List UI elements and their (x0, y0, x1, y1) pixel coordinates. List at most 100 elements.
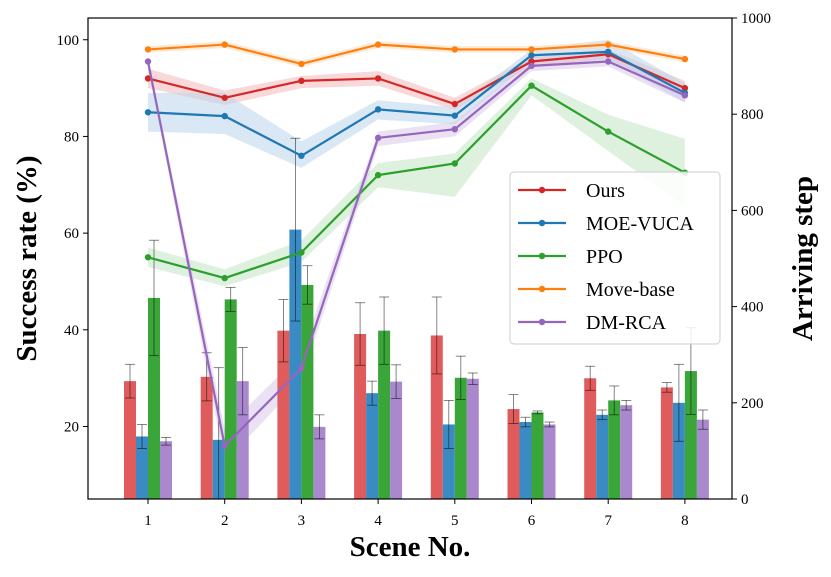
bar-moe-vuca-5 (442, 424, 455, 499)
bar-dm-rca-2 (236, 381, 249, 499)
point-move-base-3 (298, 60, 305, 68)
bar-ours-1 (124, 381, 136, 499)
y-left-tick-label-100: 100 (57, 33, 80, 49)
legend-marker-moe-vuca (538, 219, 546, 227)
bar-ours-8 (660, 387, 673, 499)
band-ppo (148, 78, 685, 287)
x-tick-label-4: 4 (374, 513, 382, 529)
bar-dm-rca-8 (696, 419, 709, 499)
band-dm-rca (148, 55, 685, 463)
point-move-base-1 (144, 46, 152, 53)
legend-label-dm-rca: DM-RCA (586, 312, 667, 334)
bar-ppo-6 (531, 412, 544, 499)
x-tick-label-5: 5 (451, 513, 459, 529)
point-ours-2 (221, 94, 228, 101)
point-moe-vuca-5 (451, 112, 458, 119)
y-left-tick-label-60: 60 (64, 226, 79, 242)
error-bars (125, 137, 708, 500)
bar-ours-6 (507, 409, 520, 499)
y-left-tick-label-80: 80 (64, 129, 79, 145)
point-move-base-5 (451, 46, 458, 53)
point-dm-rca-2 (221, 442, 228, 450)
legend-label-move-base: Move-base (586, 279, 675, 301)
point-move-base-2 (221, 41, 228, 48)
line-dm-rca (146, 60, 686, 449)
point-ppo-5 (451, 160, 458, 167)
line-group (144, 41, 689, 450)
x-axis-label: Scene No. (350, 531, 471, 563)
x-tick-label-7: 7 (604, 513, 612, 529)
legend-marker-move-base (538, 285, 546, 293)
y-axis-right-label: Arriving step (787, 176, 819, 341)
bar-dm-rca-4 (390, 381, 403, 499)
legend-label-moe-vuca: MOE-VUCA (586, 213, 694, 235)
bar-dm-rca-3 (313, 426, 326, 499)
bar-moe-vuca-3 (289, 229, 302, 499)
bar-moe-vuca-4 (366, 393, 379, 499)
bar-moe-vuca-8 (672, 402, 685, 499)
point-moe-vuca-2 (221, 112, 228, 120)
x-tick-label-3: 3 (298, 513, 306, 529)
point-move-base-8 (681, 55, 689, 63)
x-tick-label-8: 8 (681, 513, 689, 529)
point-dm-rca-8 (681, 92, 689, 99)
point-move-base-4 (374, 41, 382, 48)
point-ours-3 (298, 77, 305, 85)
bar-ours-3 (277, 330, 290, 499)
point-moe-vuca-3 (298, 152, 305, 159)
y-right-tick-label-200: 200 (741, 396, 764, 412)
point-dm-rca-3 (298, 365, 305, 372)
band-moe-vuca (148, 39, 685, 168)
bar-dm-rca-1 (160, 441, 172, 499)
bar-ppo-2 (224, 299, 237, 499)
point-dm-rca-5 (451, 125, 458, 133)
bar-dm-rca-6 (543, 424, 556, 499)
y-right-tick-label-0: 0 (741, 492, 749, 508)
point-ours-8 (681, 84, 689, 92)
bar-ours-7 (584, 378, 597, 499)
point-dm-rca-1 (144, 58, 152, 65)
bar-ppo-4 (378, 330, 391, 499)
legend-marker-ours (538, 186, 546, 194)
bar-moe-vuca-7 (596, 414, 609, 499)
bar-ppo-1 (148, 297, 160, 499)
bar-ours-5 (430, 335, 443, 499)
point-ppo-4 (374, 171, 382, 179)
point-ppo-2 (221, 274, 228, 282)
plot-frame (87, 17, 733, 500)
bar-moe-vuca-1 (136, 436, 148, 499)
y-right-tick-label-1000: 1000 (741, 11, 771, 27)
point-move-base-6 (528, 46, 535, 53)
point-ppo-1 (144, 254, 152, 261)
line-ours (147, 53, 686, 106)
point-ours-1 (144, 75, 152, 82)
x-tick-label-6: 6 (528, 513, 536, 529)
point-ours-5 (451, 100, 458, 108)
legend-marker-dm-rca (538, 318, 546, 326)
point-ours-4 (374, 75, 382, 82)
legend-marker-ppo (538, 252, 546, 260)
y-axis-left-label: Success rate (%) (11, 155, 43, 361)
point-move-base-7 (605, 41, 612, 48)
bar-dm-rca-5 (466, 378, 479, 499)
bar-dm-rca-7 (620, 405, 633, 499)
legend: Ours MOE-VUCA PPO Move-base DM-RCA (509, 171, 721, 345)
bar-ours-2 (200, 376, 213, 499)
bar-group (124, 229, 709, 499)
legend-label-ours: Ours (586, 180, 625, 202)
bar-ours-4 (354, 334, 367, 499)
x-tick-label-2: 2 (221, 513, 229, 529)
point-moe-vuca-6 (528, 52, 535, 59)
line-move-base (147, 43, 686, 66)
y-left-tick-label-40: 40 (64, 323, 79, 339)
point-moe-vuca-4 (374, 106, 382, 113)
bar-ppo-7 (608, 400, 621, 499)
legend-label-ppo: PPO (586, 246, 623, 268)
legend-box (509, 171, 721, 345)
bar-ppo-5 (454, 377, 467, 499)
point-dm-rca-4 (374, 134, 382, 142)
point-dm-rca-6 (528, 62, 535, 70)
bar-ppo-3 (301, 284, 314, 499)
